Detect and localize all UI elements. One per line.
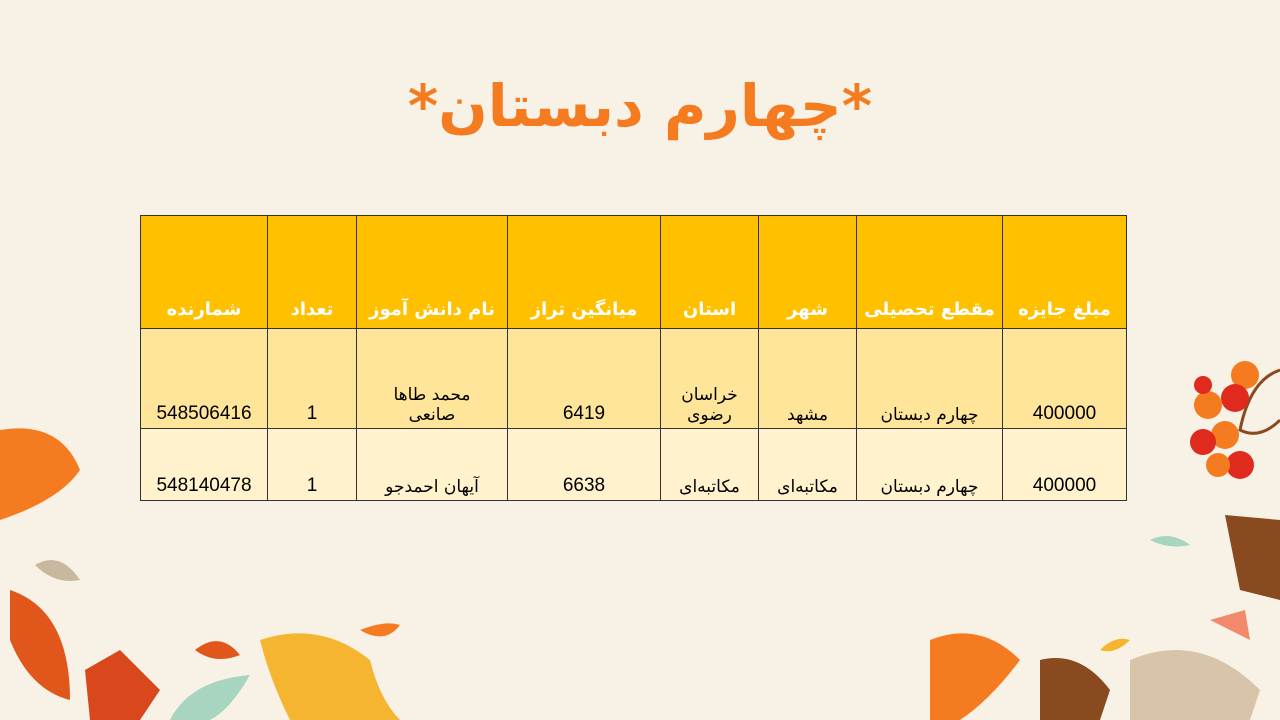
cell-average-score: 6638 — [507, 428, 661, 501]
cell-count: 1 — [267, 328, 357, 429]
slide-title: *چهارم دبستان* — [407, 72, 873, 140]
leaf-icon — [85, 650, 160, 720]
leaf-icon — [1225, 515, 1280, 600]
table-row: 400000 چهارم دبستان مشهد خراسان رضوی 641… — [140, 328, 1127, 429]
cell-province: مکاتبه‌ای — [660, 428, 759, 501]
header-student-name: نام دانش آموز — [356, 215, 508, 329]
header-id-number: شمارنده — [140, 215, 268, 329]
leaf-icon — [1040, 658, 1110, 720]
table-header-row: مبلغ جایزه مقطع تحصیلی شهر استان میانگین… — [140, 215, 1127, 329]
header-city: شهر — [758, 215, 857, 329]
leaf-icon — [0, 428, 80, 520]
cell-grade: چهارم دبستان — [856, 428, 1003, 501]
header-grade: مقطع تحصیلی — [856, 215, 1003, 329]
berries-icon — [1190, 361, 1280, 479]
cell-id-number: 548506416 — [140, 328, 268, 429]
leaf-icon — [930, 633, 1020, 720]
header-province: استان — [660, 215, 759, 329]
table-row: 400000 چهارم دبستان مکاتبه‌ای مکاتبه‌ای … — [140, 428, 1127, 501]
cell-prize-amount: 400000 — [1002, 328, 1127, 429]
leaf-icon — [35, 560, 80, 581]
cell-student-name: آیهان احمدجو — [356, 428, 508, 501]
leaf-icon — [1100, 638, 1130, 652]
leaf-icon — [260, 633, 400, 720]
leaf-icon — [195, 641, 240, 659]
cell-city: مکاتبه‌ای — [758, 428, 857, 501]
leaf-icon — [1150, 536, 1190, 547]
cell-average-score: 6419 — [507, 328, 661, 429]
cell-grade: چهارم دبستان — [856, 328, 1003, 429]
winners-table: مبلغ جایزه مقطع تحصیلی شهر استان میانگین… — [140, 215, 1127, 501]
cell-province: خراسان رضوی — [660, 328, 759, 429]
header-count: تعداد — [267, 215, 357, 329]
cell-student-name: محمد طاها صانعی — [356, 328, 508, 429]
cell-prize-amount: 400000 — [1002, 428, 1127, 501]
header-prize-amount: مبلغ جایزه — [1002, 215, 1127, 329]
leaf-icon — [170, 675, 250, 720]
cell-count: 1 — [267, 428, 357, 501]
leaf-icon — [1210, 610, 1250, 640]
leaf-icon — [1130, 650, 1260, 720]
leaf-icon — [360, 623, 400, 637]
cell-city: مشهد — [758, 328, 857, 429]
leaf-icon — [10, 590, 70, 700]
cell-id-number: 548140478 — [140, 428, 268, 501]
header-average-score: میانگین تراز — [507, 215, 661, 329]
